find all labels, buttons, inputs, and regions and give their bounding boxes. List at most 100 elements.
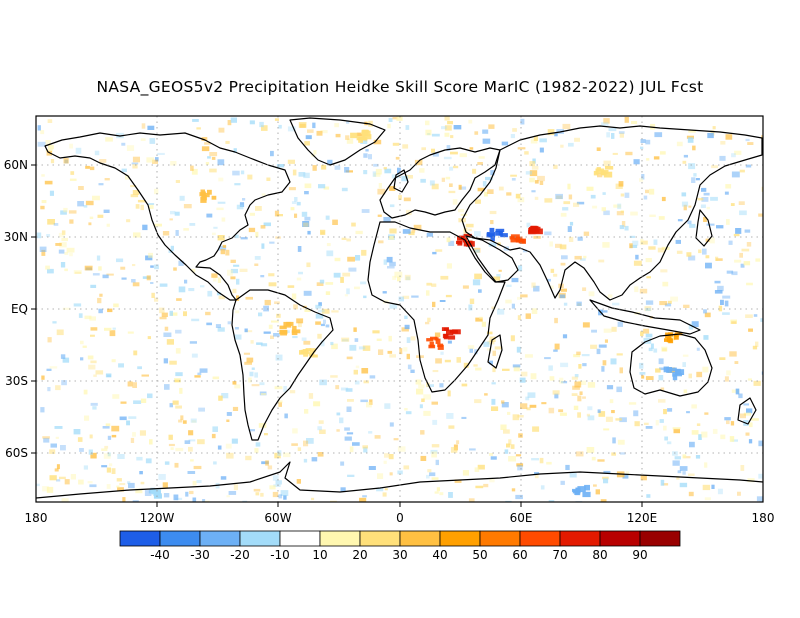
speckle-cell: [204, 142, 211, 145]
speckle-cell: [432, 251, 437, 255]
speckle-cell: [616, 353, 623, 356]
speckle-cell: [717, 285, 724, 292]
japan-coastline: [695, 209, 713, 247]
speckle-cell: [234, 334, 242, 340]
speckle-cell: [411, 295, 419, 298]
speckle-cell: [425, 120, 430, 126]
speckle-cell: [360, 281, 367, 285]
speckle-cell: [90, 327, 98, 331]
speckle-cell: [392, 117, 398, 120]
speckle-cell: [73, 429, 81, 435]
colorbar-swatch: [439, 530, 481, 547]
speckle-cell: [44, 180, 53, 185]
lon-label-0: 0: [396, 511, 404, 525]
speckle-cell: [384, 488, 388, 491]
speckle-cell: [661, 246, 670, 250]
speckle-cell: [617, 321, 623, 327]
speckle-cell: [227, 321, 232, 325]
speckle-cell: [362, 345, 371, 351]
hotspot: [528, 225, 543, 235]
colorbar-tick-label: 70: [552, 548, 567, 562]
speckle-cell: [740, 263, 745, 268]
speckle-cell: [420, 430, 425, 435]
speckle-cell: [478, 289, 482, 293]
speckle-cell: [416, 388, 424, 395]
speckle-cell: [92, 195, 100, 201]
gridlines: [36, 116, 763, 502]
speckle-cell: [752, 345, 758, 350]
hotspot: [441, 327, 461, 340]
speckle-cell: [353, 327, 357, 332]
speckle-cell: [439, 383, 444, 388]
speckle-cell: [245, 296, 253, 300]
speckle-cell: [36, 483, 40, 487]
hotspot: [199, 189, 217, 203]
speckle-cell: [383, 217, 391, 223]
speckle-cell: [84, 265, 93, 271]
speckle-cell: [660, 269, 668, 273]
speckle-cell: [696, 423, 701, 426]
speckle-cell: [629, 235, 636, 238]
speckle-cell: [93, 374, 97, 377]
speckle-cell: [483, 483, 489, 488]
speckle-cell: [346, 432, 354, 435]
speckle-cell: [601, 366, 605, 372]
speckle-cell: [106, 223, 110, 227]
speckle-cell: [643, 328, 650, 334]
speckle-cell: [576, 301, 582, 306]
speckle-cell: [688, 473, 695, 476]
speckle-cell: [746, 282, 753, 286]
speckle-cell: [232, 381, 237, 385]
speckle-cell: [646, 494, 651, 498]
speckle-cell: [645, 258, 652, 263]
speckle-cell: [144, 490, 152, 496]
speckle-cell: [660, 151, 666, 155]
speckle-cell: [325, 291, 331, 295]
speckle-cell: [517, 147, 526, 150]
speckle-cell: [131, 162, 139, 165]
speckle-cell: [221, 217, 226, 222]
speckle-cell: [646, 158, 650, 161]
speckle-cell: [702, 366, 709, 373]
speckle-cell: [63, 207, 68, 213]
speckle-cell: [393, 438, 399, 441]
speckle-cell: [99, 159, 107, 163]
speckle-cell: [706, 223, 715, 226]
speckle-cell: [175, 447, 184, 452]
speckle-cell: [688, 163, 696, 170]
speckle-cell: [304, 191, 309, 195]
speckle-cell: [456, 357, 461, 363]
speckle-cell: [753, 314, 758, 317]
speckle-cell: [128, 482, 135, 489]
speckle-cell: [661, 196, 666, 202]
speckle-cell: [261, 461, 269, 465]
speckle-cell: [182, 420, 187, 424]
speckle-cell: [95, 370, 104, 375]
speckle-cell: [43, 437, 50, 443]
skill-score-hotspots: [150, 129, 685, 499]
speckle-cell: [739, 210, 747, 216]
speckle-cell: [145, 255, 153, 261]
speckle-cell: [270, 335, 274, 339]
speckle-cell: [634, 286, 639, 293]
speckle-cell: [516, 346, 521, 353]
speckle-cell: [560, 212, 567, 217]
speckle-cell: [217, 445, 222, 450]
speckle-cell: [234, 384, 241, 389]
speckle-cell: [639, 178, 644, 182]
speckle-cell: [487, 189, 494, 194]
speckle-cell: [403, 347, 408, 352]
hotspot-cell: [463, 240, 473, 247]
speckle-cell: [512, 128, 517, 132]
speckle-cell: [459, 186, 467, 190]
speckle-cell: [289, 390, 296, 394]
speckle-cell: [113, 303, 119, 308]
speckle-cell: [372, 171, 377, 177]
speckle-cell: [378, 240, 384, 244]
speckle-cell: [537, 175, 545, 182]
speckle-cell: [344, 167, 350, 173]
speckle-cell: [611, 452, 616, 456]
speckle-cell: [603, 470, 611, 474]
speckle-cell: [89, 216, 94, 219]
speckle-cell: [410, 369, 415, 373]
